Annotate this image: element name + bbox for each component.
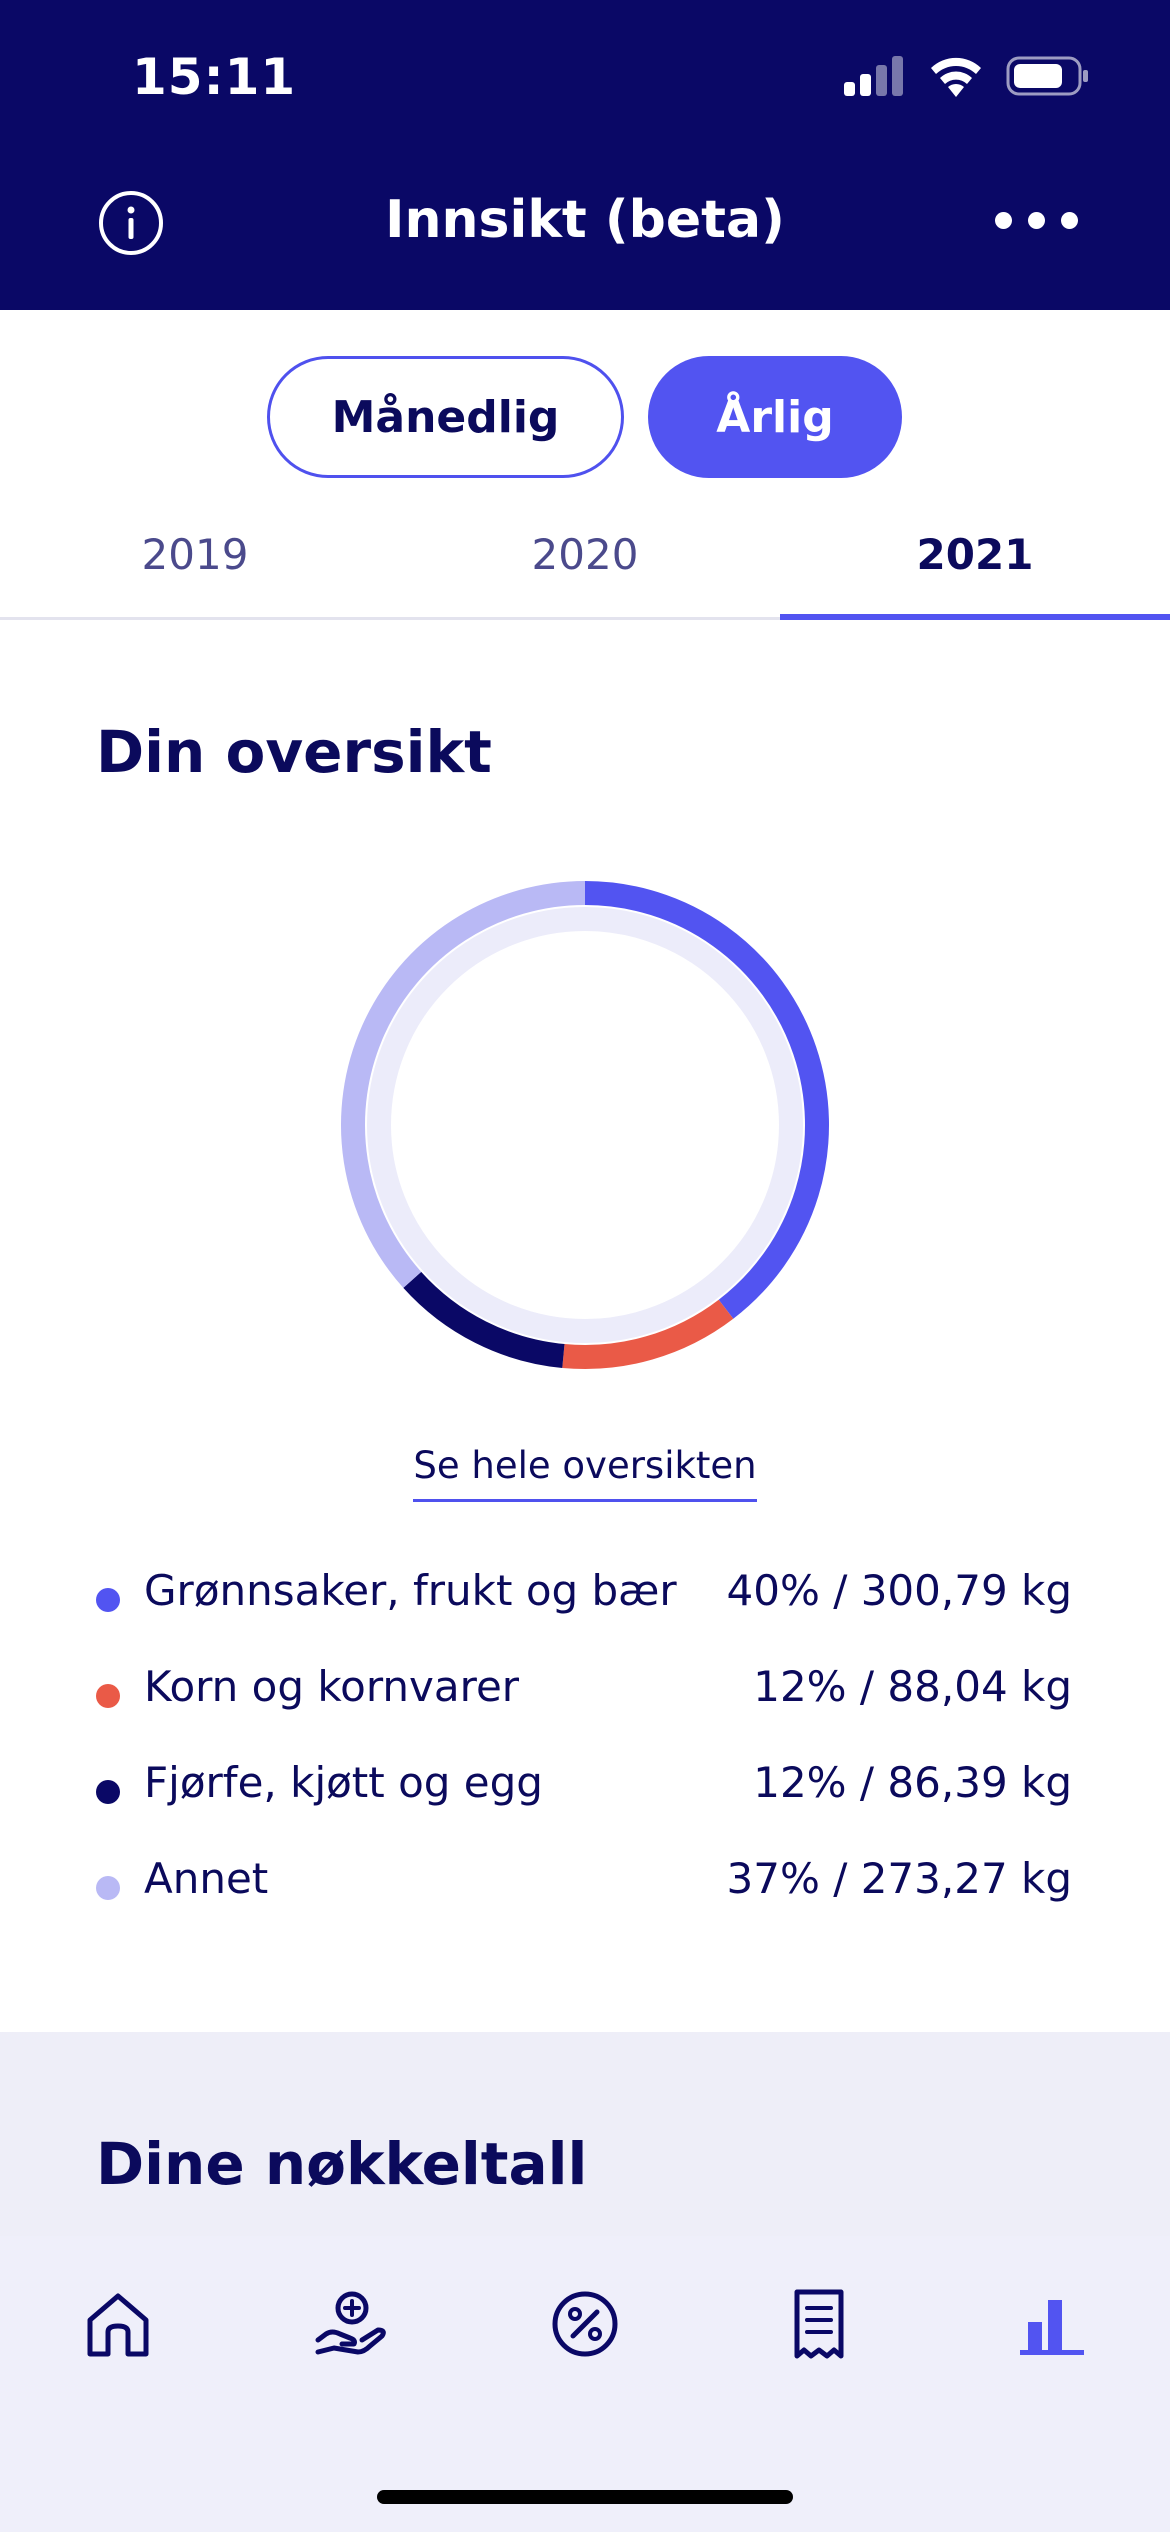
- legend-dot: [96, 1588, 120, 1612]
- tab-indicator: [780, 614, 1170, 620]
- more-dot-icon: [995, 212, 1012, 229]
- legend-item: Grønnsaker, frukt og bær 40% / 300,79 kg: [96, 1566, 1072, 1662]
- donut-inner-track: [367, 907, 803, 1343]
- discount-icon[interactable]: [547, 2286, 623, 2362]
- key-figures-section: Dine nøkkeltall: [0, 2032, 1170, 2272]
- info-icon[interactable]: [98, 190, 164, 256]
- legend-value: 40% / 300,79 kg: [726, 1566, 1073, 1615]
- legend-item: Fjørfe, kjøtt og egg 12% / 86,39 kg: [96, 1758, 1072, 1854]
- legend-value: 37% / 273,27 kg: [726, 1854, 1073, 1903]
- period-toggle: Månedlig Årlig: [0, 356, 1170, 478]
- see-full-overview-link[interactable]: Se hele oversikten: [413, 1444, 757, 1502]
- key-figures-title: Dine nøkkeltall: [96, 2130, 588, 2198]
- home-icon[interactable]: [80, 2286, 156, 2362]
- donut-slice: [341, 881, 586, 1288]
- wifi-icon: [931, 57, 981, 97]
- legend-value: 12% / 88,04 kg: [753, 1662, 1072, 1711]
- page-title: Innsikt (beta): [385, 190, 785, 250]
- more-options-button[interactable]: [995, 212, 1078, 229]
- more-dot-icon: [1061, 212, 1078, 229]
- legend-label: Annet: [144, 1854, 269, 1903]
- overview-title: Din oversikt: [96, 718, 492, 786]
- insights-icon[interactable]: [1014, 2286, 1090, 2362]
- tab-2020[interactable]: 2020: [531, 530, 639, 579]
- add-donation-icon[interactable]: [312, 2286, 388, 2362]
- receipt-icon[interactable]: [781, 2286, 857, 2362]
- year-tabs: 2019 2020 2021: [0, 520, 1170, 620]
- donut-slice: [584, 881, 829, 1319]
- legend-item: Korn og kornvarer 12% / 88,04 kg: [96, 1662, 1072, 1758]
- tab-2021[interactable]: 2021: [916, 530, 1034, 579]
- monthly-toggle-button[interactable]: Månedlig: [267, 356, 624, 478]
- legend-label: Korn og kornvarer: [144, 1662, 520, 1711]
- home-indicator: [377, 2490, 793, 2504]
- legend-value: 12% / 86,39 kg: [753, 1758, 1072, 1807]
- legend-dot: [96, 1876, 120, 1900]
- app-header: 15:11 Innsikt (beta): [0, 0, 1170, 310]
- legend-dot: [96, 1684, 120, 1708]
- chart-legend: Grønnsaker, frukt og bær 40% / 300,79 kg K…: [96, 1566, 1072, 1950]
- legend-dot: [96, 1780, 120, 1804]
- status-time: 15:11: [132, 48, 297, 106]
- legend-item: Annet 37% / 273,27 kg: [96, 1854, 1072, 1950]
- donut-slice: [403, 1271, 565, 1368]
- yearly-toggle-button[interactable]: Årlig: [648, 356, 902, 478]
- tab-2019[interactable]: 2019: [141, 530, 249, 579]
- status-icons: [844, 56, 1090, 97]
- legend-label: Fjørfe, kjøtt og egg: [144, 1758, 543, 1807]
- battery-icon: [1006, 56, 1088, 96]
- legend-label: Grønnsaker, frukt og bær: [144, 1566, 677, 1615]
- cellular-signal-icon: [844, 56, 903, 96]
- donut-slice: [562, 1299, 734, 1369]
- more-dot-icon: [1028, 212, 1045, 229]
- donut-chart: [341, 881, 829, 1369]
- bottom-tab-bar: [0, 2236, 1170, 2532]
